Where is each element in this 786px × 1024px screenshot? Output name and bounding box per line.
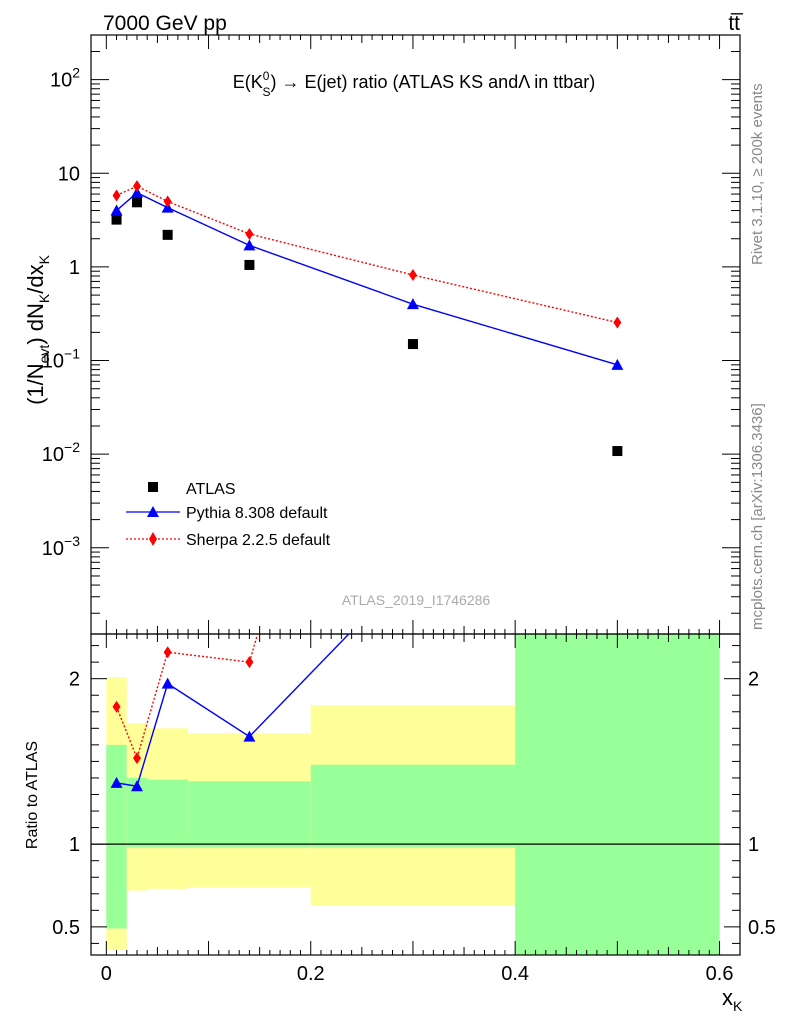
ratio-pythia-point-2	[161, 677, 174, 689]
axis-ticks	[91, 34, 740, 955]
ratio-tick-labels: 0.5 0.5 1 1 2 2	[52, 669, 776, 939]
legend: ATLAS Pythia 8.308 default Sherpa 2.2.5 …	[126, 481, 331, 549]
sherpa-point-2	[163, 195, 172, 208]
ratio-pythia-point-0	[110, 776, 123, 788]
sherpa-point-4	[408, 268, 417, 281]
side-label-mcplots: mcplots.cern.ch [arXiv:1306.3436]	[749, 403, 766, 630]
ratio-sherpa-point-1	[132, 752, 141, 765]
y-axis-label: (1/Nevt) dNK/dxK	[23, 254, 52, 405]
y-tick-label-1: 10	[58, 163, 80, 185]
band-green-3	[188, 781, 311, 848]
ratio-tick-label-right-2: 2	[748, 669, 759, 691]
series-line-1	[116, 191, 618, 366]
sherpa-point-5	[613, 316, 622, 329]
x-axis-label: xK	[722, 985, 743, 1014]
pythia-point-3	[243, 239, 256, 251]
pythia-point-5	[611, 358, 624, 370]
ratio-tick-label-left-1: 1	[69, 834, 80, 856]
pythia-point-1	[130, 186, 143, 198]
band-green-1	[126, 777, 148, 848]
x-tick-label-1: 0.2	[297, 963, 325, 985]
series-line-2	[116, 185, 618, 324]
atlas-point-5	[612, 446, 623, 457]
atlas-point-4	[407, 339, 418, 350]
x-tick-labels: 0 0.2 0.4 0.6	[101, 963, 734, 985]
chart-title: E(K0 S) → E(jet) ratio (ATLAS KS andΛ in …	[233, 69, 596, 99]
legend-marker-atlas	[148, 482, 158, 492]
analysis-watermark: ATLAS_2019_I1746286	[342, 592, 491, 608]
ratio-pythia-point-3	[243, 730, 256, 742]
ratio-tick-label-left-0: 0.5	[52, 917, 80, 939]
legend-label-sherpa: Sherpa 2.2.5 default	[186, 532, 331, 549]
ratio-tick-label-right-0: 0.5	[748, 917, 776, 939]
y-tick-label-3: 10−1	[42, 346, 80, 373]
legend-marker-pythia	[147, 506, 159, 517]
x-tick-label-0: 0	[101, 963, 112, 985]
band-green-5	[515, 634, 720, 955]
ratio-tick-label-left-2: 2	[69, 669, 80, 691]
side-label-rivet: Rivet 3.1.10, ≥ 200k events	[749, 83, 766, 265]
sherpa-point-3	[245, 227, 254, 240]
legend-label-pythia: Pythia 8.308 default	[186, 505, 328, 522]
ratio-pythia-point-1	[130, 780, 143, 792]
pythia-point-4	[406, 298, 419, 310]
header-left-label: 7000 GeV pp	[103, 12, 227, 35]
x-tick-label-2: 0.4	[501, 963, 529, 985]
ratio-sherpa-point-2	[163, 646, 172, 659]
y-tick-label-4: 10−2	[42, 439, 80, 466]
ratio-tick-label-right-1: 1	[748, 834, 759, 856]
atlas-point-3	[244, 259, 255, 270]
y-tick-labels: 102 10 1 10−1 10−2 10−3	[42, 65, 80, 560]
legend-label-atlas: ATLAS	[186, 481, 236, 498]
band-green-0	[106, 744, 127, 929]
main-series	[110, 180, 624, 457]
legend-marker-sherpa	[149, 532, 157, 546]
ratio-y-axis-label: Ratio to ATLAS	[24, 741, 41, 849]
ratio-sherpa-point-0	[112, 700, 121, 713]
x-tick-label-3: 0.6	[706, 963, 734, 985]
ratio-series	[110, 634, 350, 792]
sherpa-point-0	[112, 189, 121, 202]
header-right-label: tt̅	[728, 12, 744, 35]
y-tick-label-5: 10−3	[42, 533, 80, 560]
band-green-4	[310, 764, 516, 848]
uncertainty-bands	[91, 634, 740, 955]
ratio-sherpa-point-3	[245, 656, 254, 669]
sherpa-point-1	[132, 180, 141, 193]
y-tick-label-0: 102	[50, 65, 80, 92]
y-tick-label-2: 1	[69, 257, 80, 279]
atlas-point-2	[162, 229, 173, 240]
band-green-2	[147, 779, 189, 848]
atlas-point-0	[111, 214, 122, 225]
pythia-point-0	[110, 204, 123, 216]
atlas-point-1	[131, 197, 142, 208]
